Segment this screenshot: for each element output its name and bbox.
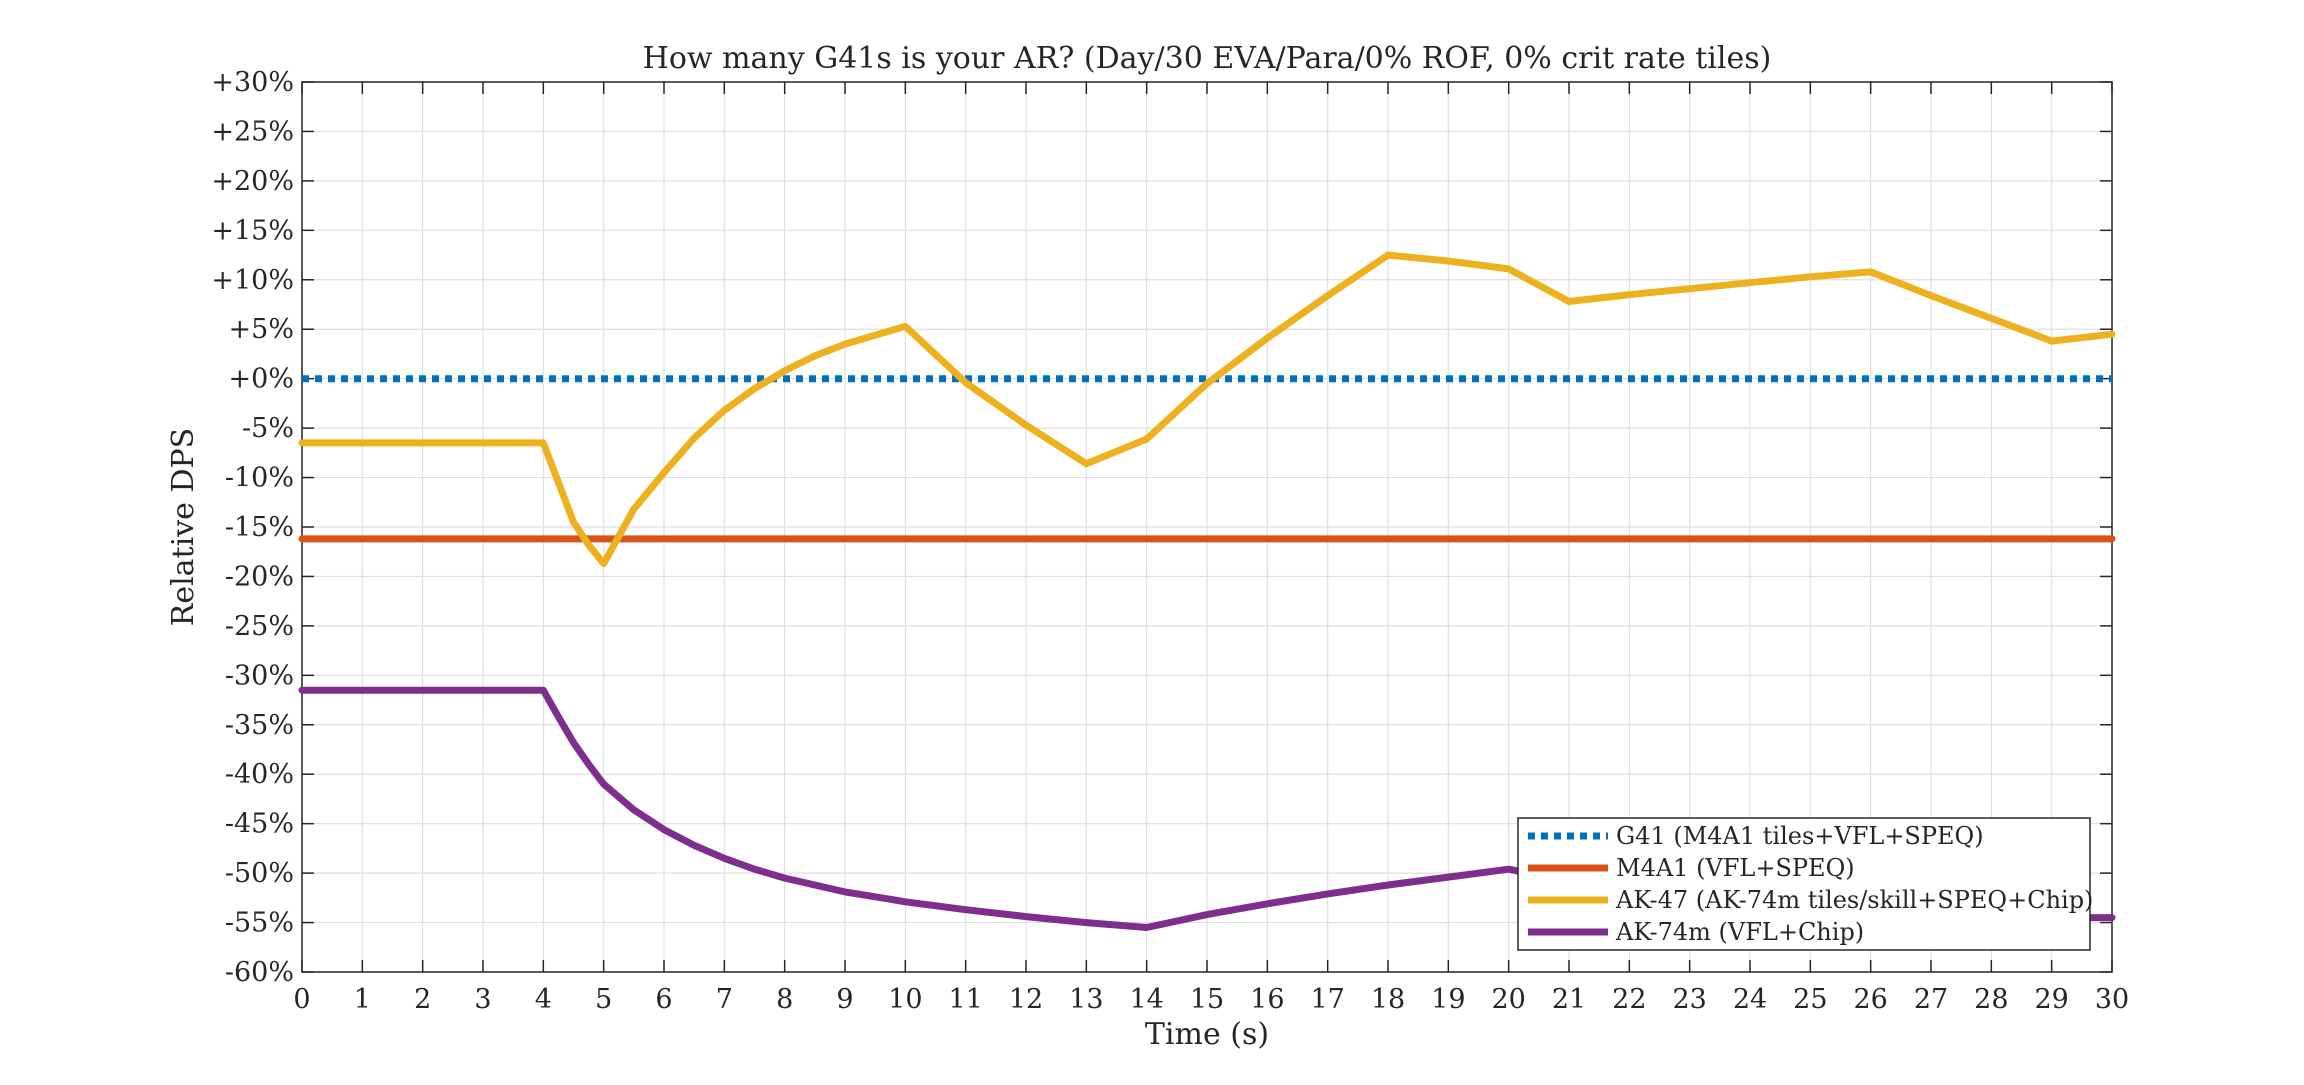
x-tick-label: 17 <box>1310 984 1344 1015</box>
legend-items: G41 (M4A1 tiles+VFL+SPEQ) M4A1 (VFL+SPEQ)… <box>1528 822 2093 946</box>
y-tick-label: -40% <box>225 759 294 790</box>
x-tick-label: 9 <box>836 984 853 1015</box>
y-axis-title: Relative DPS <box>166 428 201 627</box>
x-tick-label: 13 <box>1069 984 1103 1015</box>
chart-title: How many G41s is your AR? (Day/30 EVA/Pa… <box>643 41 1772 76</box>
x-tick-label: 27 <box>1914 984 1948 1015</box>
y-tick-label: +20% <box>211 166 294 197</box>
y-tick-label: -35% <box>225 710 294 741</box>
x-tick-label: 12 <box>1009 984 1043 1015</box>
y-tick-labels: +30% +25% +20% +15% +10% +5% +0% -5% -10% -15% -20… <box>211 67 294 988</box>
x-tick-label: 19 <box>1431 984 1465 1015</box>
x-tick-label: 29 <box>2034 984 2068 1015</box>
x-tick-label: 4 <box>535 984 552 1015</box>
series-line-ak-47 <box>298 251 2116 568</box>
x-tick-label: 15 <box>1190 984 1224 1015</box>
x-tick-label: 30 <box>2095 984 2129 1015</box>
y-tick-label: +0% <box>229 364 294 395</box>
x-tick-label: 26 <box>1853 984 1887 1015</box>
legend: G41 (M4A1 tiles+VFL+SPEQ) M4A1 (VFL+SPEQ)… <box>1517 817 2093 951</box>
x-axis-title: Time (s) <box>1145 1017 1269 1052</box>
y-tick-label: +25% <box>211 116 294 147</box>
x-tick-label: 18 <box>1371 984 1405 1015</box>
y-tick-label: +10% <box>211 265 294 296</box>
x-tick-label: 10 <box>888 984 922 1015</box>
legend-label: M4A1 (VFL+SPEQ) <box>1616 854 1855 882</box>
axis-ticks <box>301 81 2113 973</box>
y-tick-label: +30% <box>211 67 294 98</box>
x-tick-label: 3 <box>474 984 491 1015</box>
x-tick-label: 21 <box>1552 984 1586 1015</box>
x-tick-label: 11 <box>948 984 982 1015</box>
y-tick-label: -55% <box>225 908 294 939</box>
x-tick-label: 16 <box>1250 984 1284 1015</box>
x-tick-label: 20 <box>1491 984 1525 1015</box>
y-tick-label: +15% <box>211 215 294 246</box>
legend-label: AK-47 (AK-74m tiles/skill+SPEQ+Chip) <box>1615 886 2093 914</box>
x-tick-label: 24 <box>1733 984 1767 1015</box>
x-tick-label: 7 <box>716 984 733 1015</box>
x-tick-label: 6 <box>655 984 672 1015</box>
x-tick-label: 23 <box>1672 984 1706 1015</box>
x-tick-label: 2 <box>414 984 431 1015</box>
x-tick-label: 0 <box>293 984 310 1015</box>
y-tick-label: -30% <box>225 660 294 691</box>
x-tick-label: 14 <box>1129 984 1163 1015</box>
x-tick-labels: 0 1 2 3 4 5 6 7 8 9 10 11 12 13 14 15 16 17 18 19 20 21 22 23 24… <box>293 984 2129 1015</box>
y-tick-label: -10% <box>225 463 294 494</box>
x-tick-label: 5 <box>595 984 612 1015</box>
y-tick-label: -60% <box>225 957 294 988</box>
legend-label: AK-74m (VFL+Chip) <box>1615 918 1864 946</box>
y-tick-label: -20% <box>225 561 294 592</box>
y-tick-label: -5% <box>242 413 294 444</box>
legend-box <box>1517 817 2091 951</box>
y-tick-label: -25% <box>225 611 294 642</box>
legend-label: G41 (M4A1 tiles+VFL+SPEQ) <box>1616 822 1984 850</box>
y-tick-label: +5% <box>229 314 294 345</box>
x-tick-label: 22 <box>1612 984 1646 1015</box>
y-tick-label: -45% <box>225 809 294 840</box>
x-tick-label: 8 <box>776 984 793 1015</box>
x-tick-label: 1 <box>354 984 371 1015</box>
y-tick-label: -15% <box>225 512 294 543</box>
x-tick-label: 28 <box>1974 984 2008 1015</box>
x-tick-label: 25 <box>1793 984 1827 1015</box>
y-tick-label: -50% <box>225 858 294 889</box>
